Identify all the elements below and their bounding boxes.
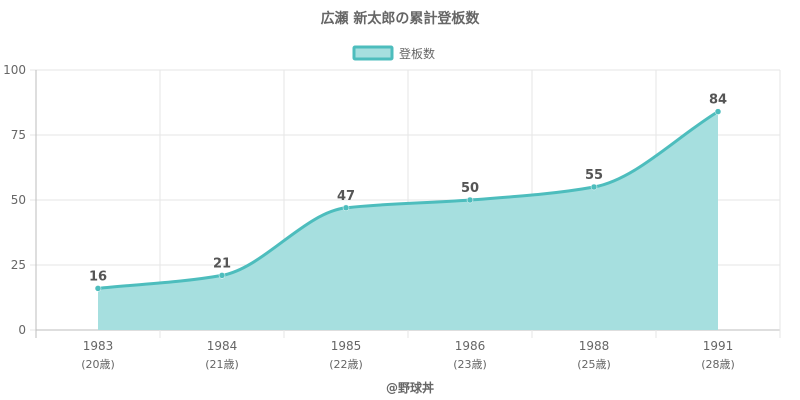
x-tick-label: 1984 [207, 339, 238, 353]
y-tick-label: 50 [11, 193, 26, 207]
x-tick-sublabel: (28歳) [701, 358, 735, 371]
data-label: 55 [585, 168, 603, 183]
data-point [714, 108, 722, 115]
data-label: 21 [213, 256, 231, 271]
series-line [97, 110, 719, 290]
series-area [97, 110, 719, 330]
data-labels: 16 21 47 50 55 84 [89, 93, 727, 285]
axes: 0 25 50 75 100 1983 (20歳) 1984 (21歳) 1985 (22歳) 198… [3, 63, 735, 371]
series-fill [98, 111, 718, 330]
x-tick-sublabel: (20歳) [81, 358, 115, 371]
data-label: 47 [337, 189, 355, 204]
chart-title: 広瀬 新太郎の累計登板数 [321, 10, 481, 27]
data-point [466, 196, 474, 204]
data-point [94, 285, 102, 292]
data-point [590, 183, 598, 191]
data-label: 16 [89, 269, 107, 284]
x-tick-label: 1986 [455, 339, 486, 353]
x-tick-label: 1988 [579, 339, 610, 353]
legend-swatch[interactable] [352, 45, 394, 61]
data-point [342, 204, 350, 212]
data-point [218, 272, 226, 279]
legend[interactable]: 登板数 [352, 45, 435, 61]
y-tick-label: 0 [18, 323, 26, 337]
data-label: 50 [461, 181, 479, 196]
data-label: 84 [709, 93, 727, 108]
x-tick-sublabel: (25歳) [577, 358, 611, 371]
x-tick-sublabel: (21歳) [205, 358, 239, 371]
x-tick-sublabel: (22歳) [329, 358, 363, 371]
credit-text: @野球丼 [386, 380, 434, 395]
data-points [94, 108, 722, 292]
x-tick-label: 1991 [703, 339, 734, 353]
x-tick-label: 1985 [331, 339, 362, 353]
x-tick-sublabel: (23歳) [453, 358, 487, 371]
y-tick-label: 100 [3, 63, 26, 77]
x-tick-label: 1983 [83, 339, 114, 353]
y-tick-label: 25 [11, 258, 26, 272]
legend-label[interactable]: 登板数 [399, 46, 435, 61]
y-tick-label: 75 [11, 128, 26, 142]
